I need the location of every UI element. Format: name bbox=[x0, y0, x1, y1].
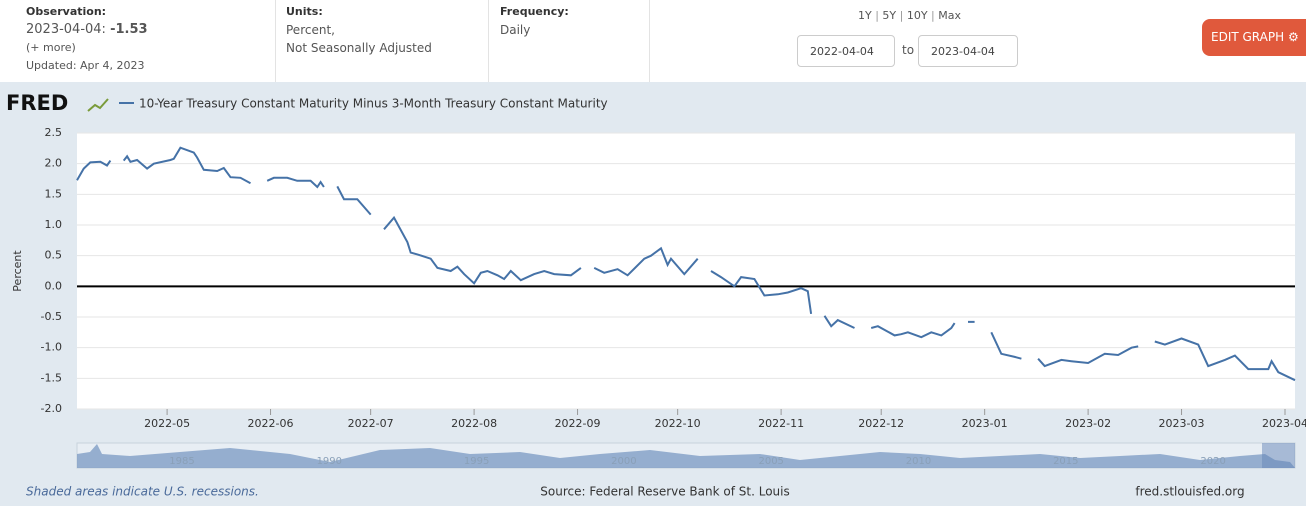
x-tick-label: 2023-02 bbox=[1065, 417, 1111, 430]
y-axis-label: Percent bbox=[11, 250, 24, 292]
chart: FRED Shaded areas indicate U.S. recessio… bbox=[6, 91, 1306, 499]
navigator-label: 2020 bbox=[1200, 456, 1225, 467]
x-tick-label: 2023-01 bbox=[962, 417, 1008, 430]
range-buttons: 1Y | 5Y | 10Y | Max bbox=[858, 9, 961, 22]
x-tick-label: 2022-06 bbox=[248, 417, 294, 430]
divider: | bbox=[896, 9, 907, 22]
date: 2023-04-04: bbox=[26, 22, 106, 37]
button-text: EDIT GRAPH bbox=[1211, 30, 1285, 44]
navigator-label: 1995 bbox=[464, 456, 489, 467]
navigator-label: 1990 bbox=[317, 456, 342, 467]
x-tick-label: 2022-11 bbox=[758, 417, 804, 430]
observation: Observation: 2023-04-04: -1.53 (+ more) … bbox=[26, 3, 148, 75]
navigator-label: 2000 bbox=[611, 456, 636, 467]
units-value: Percent, bbox=[286, 23, 335, 37]
y-tick-label: -1.0 bbox=[41, 341, 62, 354]
label: Frequency: bbox=[500, 5, 569, 18]
x-tick-label: 2022-09 bbox=[555, 417, 601, 430]
x-tick-label: 2022-10 bbox=[655, 417, 701, 430]
edit-graph-button[interactable]: EDIT GRAPH ⚙ bbox=[1202, 19, 1306, 56]
header: Observation: 2023-04-04: -1.53 (+ more) … bbox=[0, 0, 1306, 82]
range-button[interactable]: 10Y bbox=[906, 9, 928, 22]
x-tick-label: 2023-03 bbox=[1159, 417, 1205, 430]
y-tick-label: 1.0 bbox=[45, 218, 63, 231]
range-button[interactable]: 5Y bbox=[882, 9, 897, 22]
start-date-input[interactable]: 2022-04-04 bbox=[797, 35, 895, 67]
y-tick-label: 0.0 bbox=[45, 279, 63, 292]
range-button[interactable]: 1Y bbox=[858, 9, 872, 22]
logo-icon bbox=[87, 98, 109, 112]
more-link[interactable]: (+ more) bbox=[26, 41, 76, 54]
navigator-label: 2015 bbox=[1053, 456, 1078, 467]
series-line bbox=[76, 146, 1296, 382]
site-link[interactable]: fred.stlouisfed.org bbox=[1135, 485, 1244, 499]
legend-label: 10-Year Treasury Constant Maturity Minus… bbox=[139, 97, 608, 111]
y-tick-label: -1.5 bbox=[41, 371, 62, 384]
separator bbox=[488, 0, 489, 82]
x-tick-label: 2022-05 bbox=[144, 417, 190, 430]
navigator-label: 2010 bbox=[906, 456, 931, 467]
x-tick-label: 2022-08 bbox=[451, 417, 497, 430]
separator bbox=[649, 0, 650, 82]
end-date-input[interactable]: 2023-04-04 bbox=[918, 35, 1018, 67]
gear-icon: ⚙ bbox=[1287, 30, 1299, 44]
y-tick-label: 2.5 bbox=[45, 126, 63, 139]
label: Units: bbox=[286, 5, 323, 18]
x-tick-label: 2022-12 bbox=[858, 417, 904, 430]
navigator-series bbox=[77, 444, 1295, 468]
frequency-value: Daily bbox=[500, 23, 531, 37]
navigator-selection[interactable] bbox=[1262, 443, 1295, 468]
navigator-label: 2005 bbox=[758, 456, 783, 467]
divider: | bbox=[927, 9, 939, 22]
x-tick-label: 2023-04 bbox=[1262, 417, 1306, 430]
y-tick-label: -2.0 bbox=[41, 402, 62, 415]
y-tick-label: -0.5 bbox=[41, 310, 62, 323]
units: Units: Percent, Not Seasonally Adjusted bbox=[286, 3, 432, 57]
navigator-label: 1985 bbox=[169, 456, 194, 467]
logo: FRED bbox=[6, 91, 68, 115]
value: -1.53 bbox=[110, 22, 148, 37]
recession-note: Shaded areas indicate U.S. recessions. bbox=[26, 485, 259, 499]
observation-line: 2023-04-04: -1.53 bbox=[26, 21, 148, 39]
updated: Updated: Apr 4, 2023 bbox=[26, 59, 145, 72]
y-tick-label: 1.5 bbox=[45, 187, 63, 200]
x-tick-label: 2022-07 bbox=[348, 417, 394, 430]
y-tick-label: 0.5 bbox=[45, 249, 63, 262]
divider: | bbox=[871, 9, 883, 22]
units-value: Not Seasonally Adjusted bbox=[286, 41, 432, 55]
frequency: Frequency: Daily bbox=[500, 3, 569, 39]
range-button[interactable]: Max bbox=[938, 9, 962, 22]
separator bbox=[275, 0, 276, 82]
label: Observation: bbox=[26, 5, 107, 18]
y-tick-label: 2.0 bbox=[45, 157, 63, 170]
source: Source: Federal Reserve Bank of St. Loui… bbox=[540, 485, 789, 499]
to-label: to bbox=[902, 43, 915, 57]
